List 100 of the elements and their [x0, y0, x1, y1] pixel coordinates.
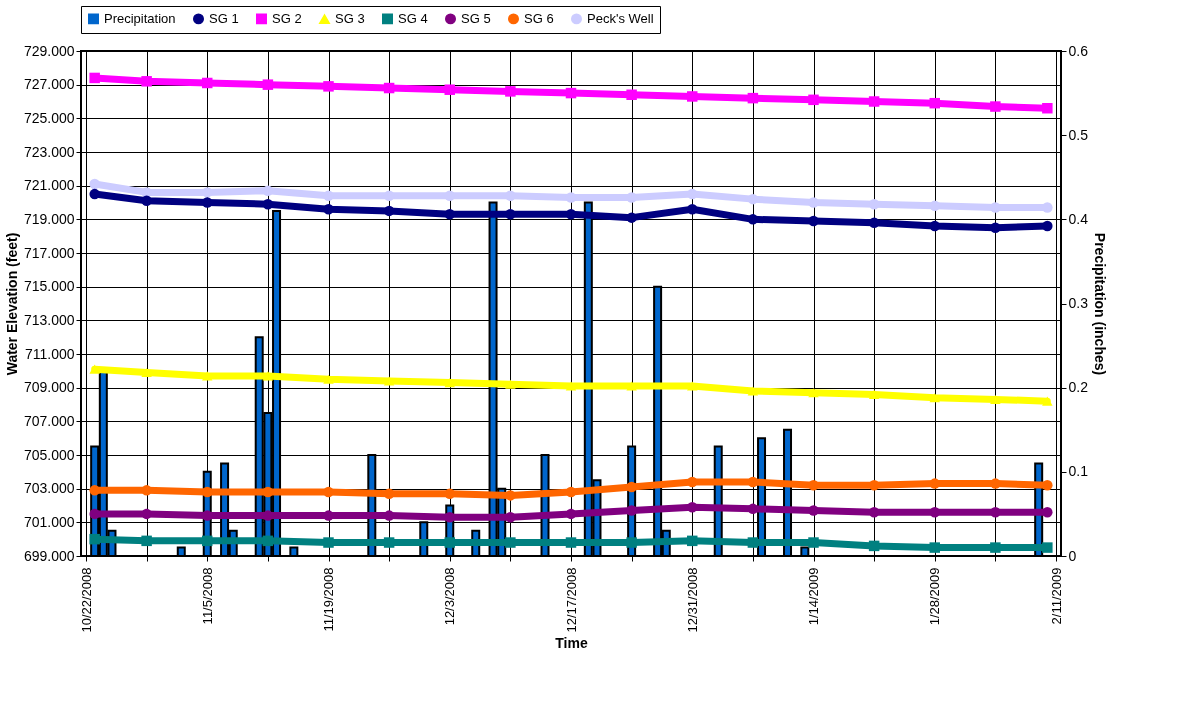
point — [687, 188, 698, 200]
y-tick-label: 711.000 — [24, 345, 75, 362]
point — [808, 215, 819, 227]
point — [444, 209, 455, 220]
point — [565, 87, 577, 99]
point — [808, 537, 819, 548]
point — [505, 379, 516, 389]
point — [990, 542, 1001, 553]
point — [929, 478, 940, 489]
point — [1042, 396, 1053, 406]
point — [990, 222, 1001, 233]
y-axis-title: Water Elevation (feet) — [3, 232, 20, 376]
point — [202, 77, 213, 89]
y-tick-label: 707.000 — [23, 412, 75, 429]
point — [444, 537, 455, 548]
point — [323, 486, 334, 498]
point — [323, 374, 334, 384]
point — [262, 535, 274, 547]
point — [747, 386, 759, 396]
point — [626, 481, 637, 493]
point — [747, 92, 759, 104]
point — [262, 79, 274, 90]
y-tick-label: 715.000 — [23, 278, 75, 295]
point — [990, 101, 1001, 112]
legend-label: SG 6 — [524, 10, 554, 26]
y-tick-label: 703.000 — [23, 480, 75, 497]
point — [687, 91, 698, 102]
point — [929, 220, 940, 232]
point — [202, 197, 213, 208]
x-tick-label: 2/11/2009 — [1048, 567, 1064, 625]
point — [141, 508, 152, 520]
x-tick-label: 12/3/2008 — [442, 567, 458, 626]
x-tick-label: 1/28/2009 — [927, 567, 943, 626]
point — [808, 505, 819, 516]
y2-tick-label: 0.4 — [1068, 210, 1089, 227]
point — [505, 537, 516, 548]
point — [929, 542, 940, 553]
y-tick-label: 717.000 — [23, 244, 75, 261]
point — [990, 394, 1001, 404]
y2-tick-label: 0.5 — [1068, 126, 1089, 143]
point — [89, 508, 100, 520]
legend-label: Precipitation — [104, 10, 176, 26]
legend-label: SG 3 — [335, 11, 365, 27]
point — [929, 97, 940, 109]
point — [868, 540, 880, 552]
point — [1042, 480, 1053, 491]
point — [505, 190, 516, 201]
point — [747, 503, 759, 515]
y2-axis-title: Precipitation (inches) — [1091, 232, 1108, 376]
y2-tick-label: 0.6 — [1068, 42, 1089, 59]
point — [505, 490, 516, 501]
point — [626, 212, 637, 223]
y-tick-label: 713.000 — [23, 311, 75, 328]
point — [929, 507, 940, 518]
point — [262, 198, 274, 210]
point — [202, 486, 213, 498]
legend-label: SG 5 — [461, 10, 491, 26]
y-tick-label: 719.000 — [23, 210, 75, 227]
point — [626, 505, 637, 516]
point — [444, 488, 455, 499]
legend-label: SG 2 — [272, 10, 302, 26]
point — [1042, 507, 1053, 518]
point — [323, 190, 334, 201]
y-tick-label: 699.000 — [23, 547, 75, 564]
y-tick-label: 729.000 — [23, 42, 75, 59]
point — [323, 537, 334, 548]
point — [687, 501, 698, 513]
x-tick-label: 10/22/2008 — [78, 567, 94, 633]
y2-tick-label: 0.1 — [1068, 463, 1089, 480]
point — [383, 376, 395, 386]
point — [444, 512, 455, 523]
legend-label: SG 1 — [209, 10, 239, 26]
point — [1042, 202, 1053, 213]
point — [141, 195, 152, 207]
y2-tick-label: 0.3 — [1068, 295, 1089, 311]
y2-tick-label: 0.2 — [1068, 379, 1089, 396]
point — [808, 94, 819, 106]
point — [687, 381, 698, 391]
point — [505, 512, 516, 523]
point — [929, 393, 940, 403]
point — [323, 81, 334, 92]
point — [383, 537, 395, 548]
point — [141, 367, 152, 378]
point — [687, 535, 698, 547]
point — [89, 72, 100, 84]
point — [808, 197, 819, 208]
point — [444, 84, 455, 95]
point — [868, 389, 880, 399]
legend-label: SG 4 — [398, 10, 428, 26]
point — [323, 204, 334, 215]
x-tick-label: 11/5/2008 — [199, 567, 215, 625]
x-tick-label: 12/31/2008 — [684, 567, 700, 633]
point — [808, 388, 819, 398]
y2-tick-label: 0 — [1068, 547, 1077, 564]
point — [687, 476, 698, 488]
point — [1042, 220, 1053, 232]
point — [89, 485, 100, 496]
point — [202, 535, 213, 547]
point — [808, 480, 819, 491]
point — [868, 96, 880, 107]
